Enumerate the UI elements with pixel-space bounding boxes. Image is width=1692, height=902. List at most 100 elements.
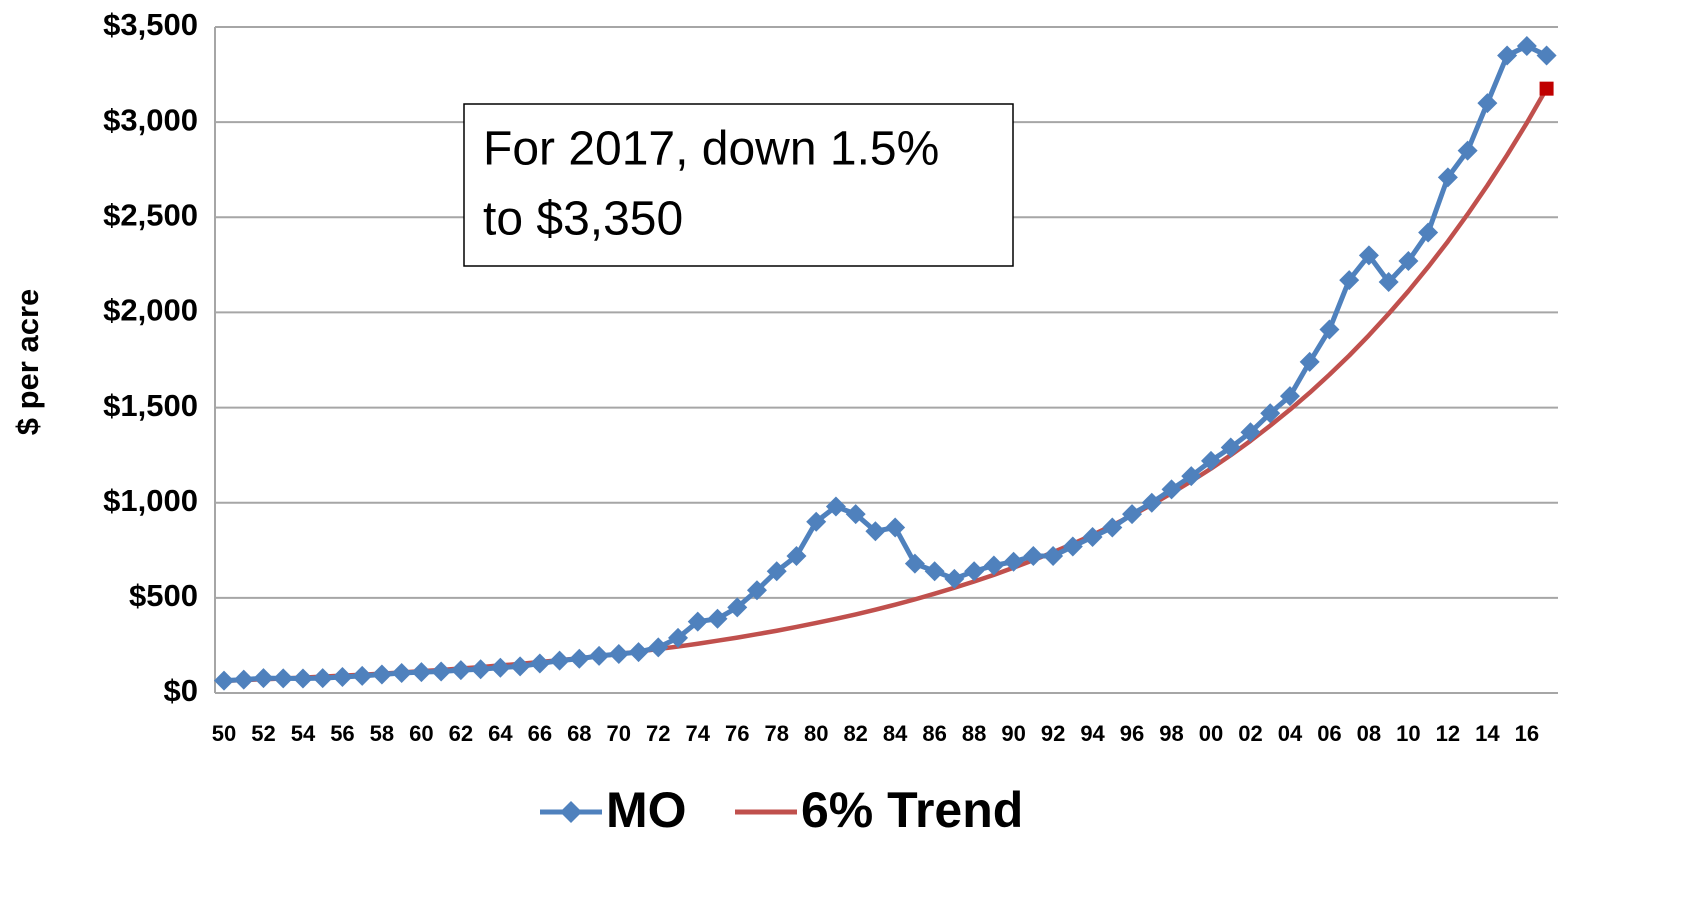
annotation-text: For 2017, down 1.5% bbox=[483, 123, 939, 176]
data-point bbox=[589, 645, 610, 666]
x-tick-label: 16 bbox=[1515, 721, 1539, 746]
x-tick-label: 54 bbox=[291, 721, 316, 746]
y-tick-label: $0 bbox=[164, 673, 198, 708]
data-point bbox=[312, 668, 333, 689]
x-tick-label: 02 bbox=[1238, 721, 1262, 746]
x-tick-label: 60 bbox=[409, 721, 433, 746]
data-point bbox=[727, 597, 748, 618]
data-point bbox=[1043, 545, 1064, 566]
data-point bbox=[766, 561, 787, 582]
x-tick-label: 08 bbox=[1357, 721, 1381, 746]
data-point bbox=[1497, 45, 1518, 66]
data-point bbox=[332, 667, 353, 688]
data-point bbox=[1201, 450, 1221, 471]
x-tick-label: 64 bbox=[488, 721, 513, 746]
data-point bbox=[1477, 93, 1498, 114]
data-point bbox=[470, 659, 491, 680]
data-point bbox=[668, 627, 689, 648]
data-point bbox=[648, 637, 669, 658]
x-tick-label: 80 bbox=[804, 721, 828, 746]
y-tick-label: $3,500 bbox=[103, 7, 198, 42]
data-point bbox=[786, 545, 807, 566]
x-tick-label: 50 bbox=[212, 721, 236, 746]
data-point bbox=[292, 668, 313, 689]
data-point bbox=[273, 668, 294, 689]
data-point bbox=[1437, 167, 1458, 188]
data-point bbox=[1003, 551, 1024, 572]
data-point bbox=[233, 669, 254, 690]
x-tick-label: 52 bbox=[251, 721, 275, 746]
data-point bbox=[214, 670, 234, 691]
data-point bbox=[253, 668, 274, 689]
data-point bbox=[964, 561, 985, 582]
x-tick-label: 74 bbox=[686, 721, 711, 746]
data-point bbox=[1358, 245, 1379, 266]
x-tick-label: 90 bbox=[1001, 721, 1025, 746]
data-point bbox=[1141, 492, 1162, 513]
y-tick-label: $2,500 bbox=[103, 197, 198, 232]
y-tick-label: $1,500 bbox=[103, 388, 198, 423]
data-point bbox=[1240, 422, 1261, 443]
data-point bbox=[352, 665, 373, 686]
x-tick-label: 92 bbox=[1041, 721, 1065, 746]
data-point bbox=[806, 511, 827, 532]
x-tick-label: 56 bbox=[330, 721, 354, 746]
x-tick-label: 00 bbox=[1199, 721, 1223, 746]
data-point bbox=[1062, 536, 1083, 557]
data-point bbox=[746, 580, 767, 601]
x-tick-label: 86 bbox=[922, 721, 946, 746]
data-point bbox=[1398, 251, 1419, 272]
x-tick-label: 78 bbox=[764, 721, 788, 746]
data-point bbox=[1260, 403, 1281, 424]
data-point bbox=[450, 660, 471, 681]
data-point bbox=[1516, 36, 1537, 57]
data-point bbox=[845, 504, 866, 525]
x-tick-label: 10 bbox=[1396, 721, 1420, 746]
data-point bbox=[411, 662, 432, 683]
y-tick-label: $2,000 bbox=[103, 293, 198, 328]
x-tick-label: 72 bbox=[646, 721, 670, 746]
data-point bbox=[529, 653, 550, 674]
data-point bbox=[510, 656, 531, 677]
y-tick-label: $1,000 bbox=[103, 483, 198, 518]
legend-marker bbox=[560, 801, 582, 823]
data-point bbox=[924, 561, 945, 582]
x-tick-label: 82 bbox=[843, 721, 867, 746]
annotation-text: to $3,350 bbox=[483, 193, 683, 246]
data-point bbox=[549, 650, 570, 671]
x-tick-label: 66 bbox=[528, 721, 552, 746]
data-point bbox=[1339, 270, 1360, 291]
data-point bbox=[628, 642, 649, 663]
x-tick-label: 96 bbox=[1120, 721, 1144, 746]
data-point bbox=[608, 643, 629, 664]
data-point bbox=[391, 663, 412, 684]
data-point bbox=[1220, 437, 1241, 458]
x-tick-label: 94 bbox=[1080, 721, 1105, 746]
data-point bbox=[431, 661, 452, 682]
y-axis-label: $ per acre bbox=[10, 289, 45, 436]
x-tick-label: 76 bbox=[725, 721, 749, 746]
data-point bbox=[1319, 319, 1340, 340]
x-tick-label: 62 bbox=[449, 721, 473, 746]
x-tick-label: 04 bbox=[1278, 721, 1303, 746]
data-point bbox=[1457, 140, 1478, 161]
data-point bbox=[1378, 271, 1399, 292]
data-point bbox=[904, 553, 925, 574]
data-point bbox=[1161, 479, 1182, 500]
annotation-box bbox=[463, 103, 1014, 267]
x-tick-label: 58 bbox=[370, 721, 394, 746]
data-point bbox=[825, 496, 846, 517]
x-tick-label: 68 bbox=[567, 721, 591, 746]
x-tick-label: 06 bbox=[1317, 721, 1341, 746]
data-point bbox=[865, 521, 886, 542]
data-point bbox=[1299, 351, 1320, 372]
data-point bbox=[983, 555, 1004, 576]
data-point bbox=[885, 517, 906, 538]
y-tick-label: $3,000 bbox=[103, 102, 198, 137]
y-tick-label: $500 bbox=[129, 578, 198, 613]
data-point bbox=[1102, 517, 1123, 538]
x-tick-label: 12 bbox=[1436, 721, 1460, 746]
data-point bbox=[569, 648, 590, 669]
data-point bbox=[944, 568, 965, 589]
data-point bbox=[371, 664, 392, 685]
